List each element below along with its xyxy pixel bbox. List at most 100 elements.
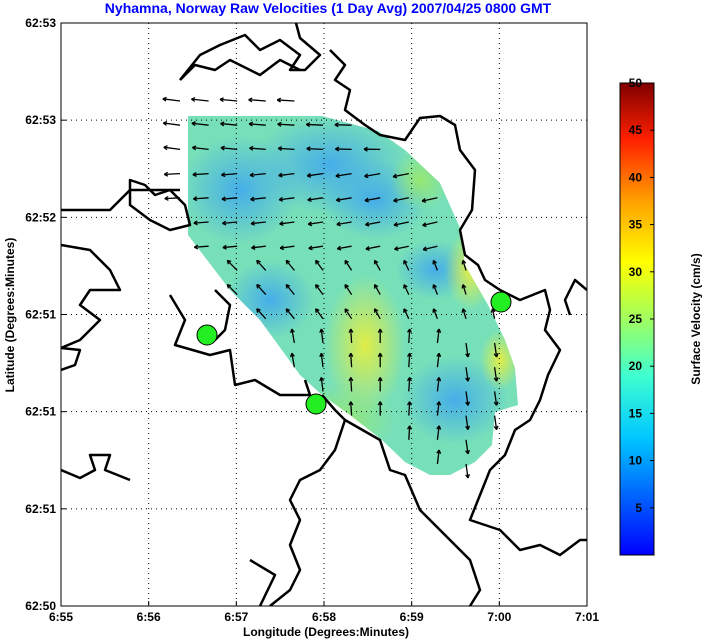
velocity-arrow — [277, 146, 295, 152]
velocity-arrow — [344, 308, 353, 320]
velocity-arrow — [465, 415, 471, 430]
velocity-arrow — [465, 342, 471, 358]
velocity-arrow — [461, 284, 467, 295]
velocity-arrow — [373, 284, 381, 295]
coastline — [61, 23, 587, 606]
y-axis-ticks: 62:50 62:51 62:51 62:51 62:52 62:53 62:53 — [25, 16, 66, 613]
x-tick-label: 6:59 — [400, 610, 424, 624]
velocity-arrow — [465, 367, 471, 382]
velocity-arrow — [403, 259, 410, 271]
velocity-arrow — [285, 283, 295, 296]
velocity-arrow — [336, 245, 352, 251]
velocity-arrow — [219, 97, 238, 103]
velocity-arrow — [377, 401, 383, 416]
velocity-arrow — [493, 367, 499, 382]
velocity-arrow — [222, 220, 238, 226]
velocity-arrow — [348, 352, 354, 368]
velocity-arrow — [403, 308, 410, 320]
colorbar-tick-label: 50 — [629, 76, 643, 90]
velocity-arrow — [319, 328, 325, 344]
colorbar-tick-label: 40 — [629, 170, 643, 184]
velocity-arrow — [248, 97, 266, 103]
velocity-arrow — [251, 245, 266, 250]
velocity-arrow — [307, 221, 324, 227]
velocity-arrow — [249, 172, 266, 178]
x-tick-label: 6:55 — [49, 610, 73, 624]
velocity-arrow — [436, 352, 442, 368]
site-marker — [490, 291, 512, 313]
y-tick-label: 62:53 — [25, 16, 56, 30]
y-tick-label: 62:52 — [25, 210, 56, 224]
velocity-arrow — [289, 328, 296, 344]
velocity-arrow — [336, 221, 352, 227]
x-axis-label: Longitude (Degrees:Minutes) — [243, 625, 409, 639]
velocity-arrow — [406, 425, 412, 440]
velocity-arrow — [289, 352, 296, 368]
colorbar-tick-label: 5 — [635, 501, 642, 515]
site-markers — [196, 291, 512, 415]
velocity-arrow — [221, 172, 238, 178]
velocity-arrow — [222, 244, 238, 250]
velocity-arrow — [422, 245, 438, 252]
site-marker — [305, 393, 327, 415]
velocity-arrow — [256, 308, 267, 320]
y-axis-label: Latitude (Degrees:Minutes) — [3, 238, 17, 393]
velocity-arrow — [315, 308, 324, 320]
colorbar-tick-label: 35 — [629, 218, 643, 232]
velocity-arrow — [348, 401, 354, 416]
colorbar-tick-label: 25 — [629, 312, 643, 326]
colorbar-tick-label: 15 — [629, 406, 643, 420]
velocity-arrow — [335, 146, 352, 152]
velocity-arrow — [226, 259, 238, 271]
velocity-arrow — [279, 221, 295, 226]
velocity-arrow — [373, 308, 381, 320]
velocity-arrow — [432, 284, 439, 295]
velocity-arrow — [192, 171, 209, 177]
velocity-arrow — [432, 259, 439, 271]
velocity-arrow — [277, 121, 295, 127]
velocity-arrow — [363, 146, 381, 152]
velocity-arrow — [334, 122, 352, 128]
velocity-arrow — [164, 195, 181, 201]
velocity-arrow — [348, 328, 354, 344]
velocity-arrow — [306, 146, 324, 152]
velocity-arrow — [421, 197, 438, 203]
velocity-arrow — [461, 308, 467, 319]
x-tick-label: 6:57 — [224, 610, 248, 624]
velocity-arrow — [364, 172, 381, 179]
velocity-arrow — [393, 197, 409, 203]
x-tick-label: 6:58 — [312, 610, 336, 624]
y-tick-label: 62:51 — [25, 308, 56, 322]
velocity-arrow — [335, 172, 352, 179]
velocity-arrow — [406, 377, 412, 392]
site-marker — [196, 324, 218, 346]
velocity-arrow — [285, 259, 295, 271]
velocity-arrow — [191, 121, 209, 127]
velocity-arrow — [308, 245, 324, 251]
colorbar-ticks: 5 10 15 20 25 30 35 40 45 50 — [629, 76, 654, 515]
velocity-arrow — [220, 145, 238, 151]
velocity-arrow — [436, 401, 442, 416]
chart-title: Nyhamna, Norway Raw Velocities (1 Day Av… — [105, 0, 552, 16]
colorbar-label: Surface Velocity (cm/s) — [689, 253, 702, 384]
velocity-arrow — [493, 342, 499, 358]
colorbar-tick-label: 30 — [629, 265, 643, 279]
velocity-arrow — [436, 377, 442, 392]
velocity-arrow — [319, 377, 325, 392]
velocity-arrow — [315, 284, 324, 295]
velocity-arrow — [278, 172, 295, 178]
y-tick-label: 62:50 — [25, 599, 56, 613]
velocity-arrow — [163, 171, 181, 177]
velocity-arrow — [285, 308, 295, 320]
velocity-arrow — [406, 328, 412, 344]
velocity-arrow — [406, 401, 412, 416]
velocity-arrow — [305, 122, 324, 128]
velocity-arrow — [422, 221, 438, 228]
velocity-arrow — [394, 245, 409, 252]
y-tick-label: 62:53 — [25, 113, 56, 127]
velocity-arrow — [276, 97, 295, 103]
velocity-arrow — [436, 328, 442, 344]
velocity-arrow — [162, 96, 181, 102]
velocity-arrow — [406, 352, 412, 368]
